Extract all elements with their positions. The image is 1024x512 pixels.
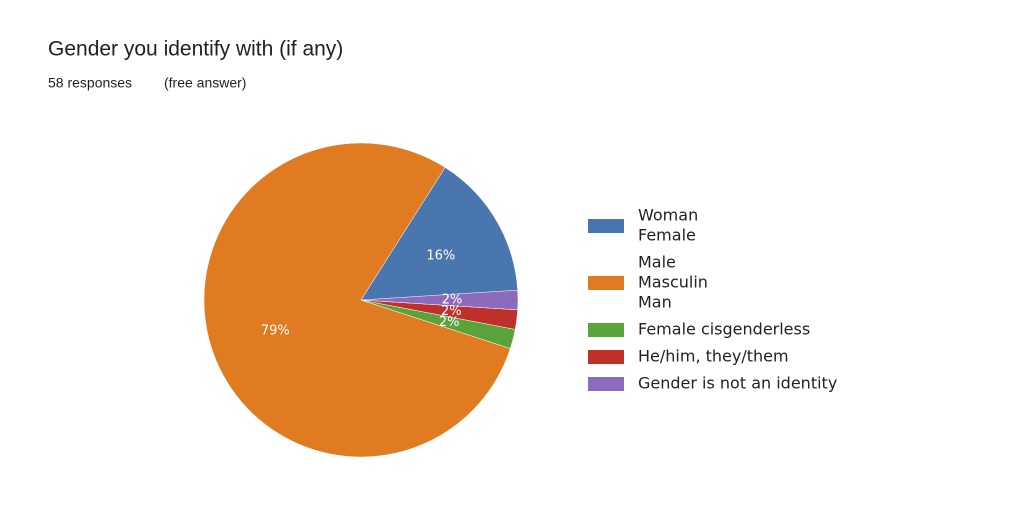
legend-label: Woman <box>638 206 698 225</box>
slice-label: 2% <box>442 293 463 308</box>
slice-label: 2% <box>441 304 462 319</box>
legend-label: Man <box>638 293 672 312</box>
legend-swatch <box>588 350 624 364</box>
pie-slice <box>203 142 511 458</box>
slice-label: 79% <box>261 323 290 338</box>
legend-swatch <box>588 276 624 290</box>
legend-label: Female <box>638 226 696 245</box>
legend-swatch <box>588 219 624 233</box>
legend-swatch <box>588 377 624 391</box>
legend-label: He/him, they/them <box>638 347 789 366</box>
pie-slice <box>360 289 519 311</box>
legend-label: Female cisgenderless <box>638 320 810 339</box>
legend-swatch <box>588 323 624 337</box>
subtitle: 58 responses <box>48 75 132 91</box>
annotation: (free answer) <box>164 75 246 91</box>
legend-label: Masculin <box>638 273 708 292</box>
legend-label: Male <box>638 253 676 272</box>
legend-label: Gender is not an identity <box>638 374 837 393</box>
slice-label: 16% <box>426 249 455 264</box>
pie-slice <box>360 167 519 301</box>
slice-label: 2% <box>439 315 460 330</box>
chart-title: Gender you identify with (if any) <box>48 38 343 61</box>
